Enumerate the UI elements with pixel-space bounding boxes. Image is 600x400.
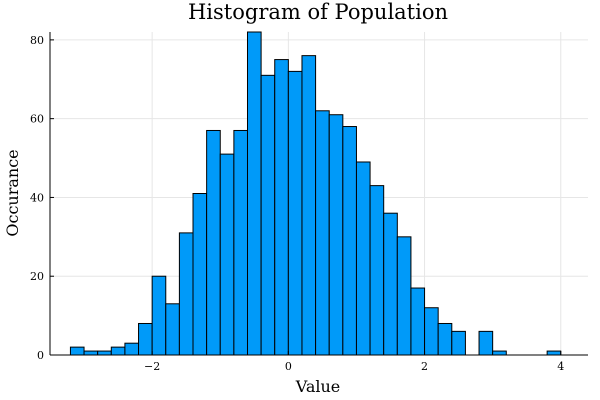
histogram-bar-24 (396, 236, 412, 356)
histogram-bar-19 (328, 114, 344, 356)
y-tick-label-2: 40 (30, 191, 44, 204)
histogram-bar-10 (206, 129, 221, 356)
histogram-bar-8 (178, 232, 194, 356)
histogram-bar-14 (260, 74, 276, 356)
histogram-bar-28 (451, 330, 466, 356)
histogram-bar-23 (383, 212, 398, 356)
histogram-bar-11 (219, 153, 235, 356)
histogram-bar-2 (97, 350, 112, 356)
y-axis-label: Occurance (3, 149, 22, 236)
histogram-bar-0 (69, 346, 85, 356)
histogram-bar-15 (274, 59, 289, 356)
x-tick-label-1: 0 (285, 360, 292, 373)
histogram-bar-25 (410, 287, 426, 356)
x-tick-label-3: 4 (557, 360, 564, 373)
axes (49, 32, 588, 356)
y-tick-label-3: 60 (30, 113, 44, 126)
y-tick-label-0: 0 (37, 349, 44, 362)
histogram-bar-5 (138, 322, 153, 356)
histogram-bar-26 (424, 307, 439, 356)
x-tick-label-0: −2 (144, 360, 160, 373)
histogram-bar-35 (546, 350, 562, 356)
y-tick-label-1: 20 (30, 270, 44, 283)
histogram-bar-27 (437, 322, 453, 356)
x-axis-label: Value (295, 377, 341, 396)
histogram-bar-6 (151, 275, 167, 356)
histogram-bar-20 (342, 126, 357, 356)
histogram-bar-22 (369, 185, 385, 356)
histogram-bar-18 (315, 110, 330, 356)
x-tick-label-2: 2 (421, 360, 428, 373)
histogram-bar-16 (287, 70, 303, 356)
histogram-bar-9 (192, 193, 208, 356)
histogram-bar-12 (233, 129, 248, 356)
histogram-bar-13 (246, 31, 262, 356)
histogram-bar-4 (124, 342, 140, 356)
histogram-bars (69, 31, 562, 356)
histogram-bar-31 (492, 350, 507, 356)
histogram-bar-17 (301, 55, 317, 356)
histogram-bar-1 (83, 350, 99, 356)
y-tick-label-4: 80 (30, 34, 44, 47)
histogram-bar-7 (165, 303, 180, 356)
chart-title: Histogram of Population (188, 0, 448, 24)
histogram-bar-3 (110, 346, 126, 356)
histogram-bar-21 (355, 161, 371, 356)
histogram-bar-30 (478, 330, 494, 356)
